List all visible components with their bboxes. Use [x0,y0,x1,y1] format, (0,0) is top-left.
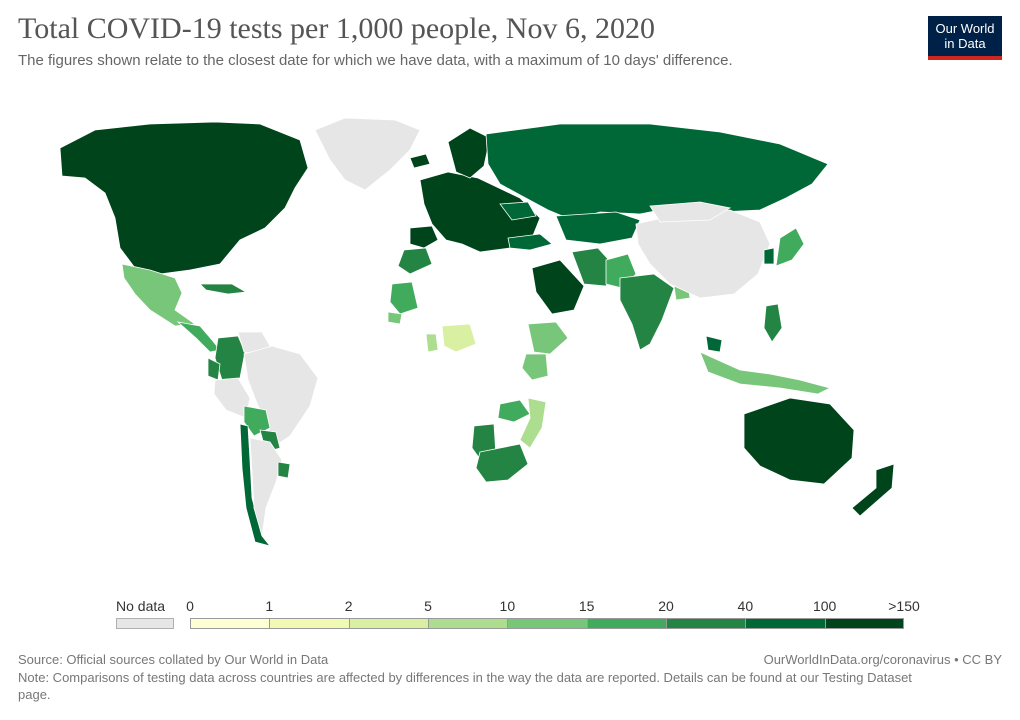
legend-tick-7: 40 [737,598,754,614]
legend-bin-1[interactable] [269,618,349,629]
region-new-zealand[interactable] [851,463,895,517]
region-kazakhstan[interactable] [555,211,641,245]
region-chile[interactable] [239,423,272,547]
region-scandinavia[interactable] [447,127,491,179]
region-iberia[interactable] [409,225,439,249]
chart-subtitle: The figures shown relate to the closest … [18,52,733,69]
legend-bin-4[interactable] [507,618,587,629]
world-map [59,117,895,547]
region-nigeria[interactable] [441,323,477,353]
region-colombia[interactable] [214,335,246,381]
legend-bin-8[interactable] [824,618,904,629]
logo-line-2: in Data [944,36,986,51]
region-zambia[interactable] [497,399,531,423]
region-greenland[interactable] [314,117,421,191]
region-malaysia[interactable] [705,335,723,353]
region-uruguay[interactable] [277,461,291,479]
region-ukraine[interactable] [499,201,537,221]
region-philippines[interactable] [763,303,783,343]
legend-bin-3[interactable] [428,618,508,629]
source-url[interactable]: OurWorldInData.org/coronavirus • CC BY [763,652,1002,667]
region-cuba[interactable] [199,283,248,295]
region-mozambique[interactable] [519,397,547,449]
legend-bin-7[interactable] [745,618,825,629]
region-kenya[interactable] [521,353,549,381]
color-legend: No data 0 1 2 5 10 15 20 40 100 >150 [0,596,1020,636]
chart-title: Total COVID-19 tests per 1,000 people, N… [18,12,655,45]
region-australia[interactable] [743,397,855,485]
legend-no-data-swatch[interactable] [116,618,174,629]
logo-line-1: Our World [935,21,995,36]
source-text: Source: Official sources collated by Our… [18,652,329,667]
region-japan[interactable] [775,227,805,267]
legend-tick-9: >150 [888,598,920,614]
region-mongolia[interactable] [649,201,732,223]
region-senegal[interactable] [387,311,403,325]
owid-logo[interactable]: Our World in Data [928,16,1002,60]
region-north-america[interactable] [59,121,309,275]
legend-tick-8: 100 [812,598,837,614]
note-text: Note: Comparisons of testing data across… [18,670,912,702]
legend-tick-3: 5 [424,598,432,614]
legend-tick-6: 20 [658,598,674,614]
region-south-korea[interactable] [763,247,775,265]
region-mauritania[interactable] [389,281,419,315]
legend-bin-0[interactable] [190,618,270,629]
legend-tick-2: 2 [344,598,353,614]
region-morocco[interactable] [397,247,433,275]
region-ghana[interactable] [425,333,439,353]
region-south-africa[interactable] [475,443,529,483]
legend-tick-1: 1 [265,598,274,614]
region-ethiopia[interactable] [527,321,569,355]
legend-bin-6[interactable] [666,618,746,629]
legend-no-data-label: No data [116,598,166,614]
region-mexico[interactable] [121,263,197,327]
region-brazil[interactable] [243,345,319,449]
legend-bin-5[interactable] [586,618,666,629]
region-central-america[interactable] [176,321,221,353]
legend-tick-4: 10 [499,598,516,614]
region-argentina[interactable] [249,437,283,537]
region-saudi-arabia[interactable] [531,259,585,315]
region-turkey[interactable] [507,233,553,251]
region-iceland[interactable] [409,153,431,169]
legend-tick-5: 15 [578,598,595,614]
legend-bin-2[interactable] [348,618,428,629]
region-india[interactable] [619,273,675,351]
legend-tick-0: 0 [186,598,194,614]
region-indonesia[interactable] [699,351,832,395]
